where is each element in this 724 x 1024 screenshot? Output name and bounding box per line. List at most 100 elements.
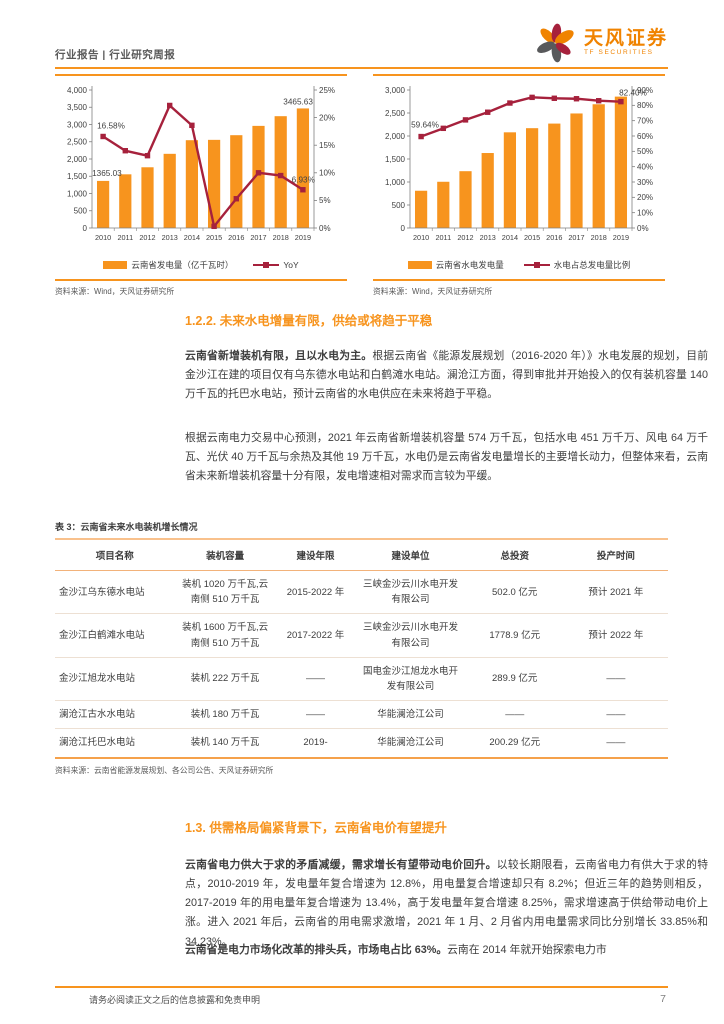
table-cell: —— xyxy=(465,700,564,729)
svg-text:3465.63: 3465.63 xyxy=(283,97,313,106)
svg-text:2011: 2011 xyxy=(435,233,451,242)
svg-text:2017: 2017 xyxy=(250,233,266,242)
table-cell: 1778.9 亿元 xyxy=(465,613,564,658)
brand-logo: 天风证券 TF SECURITIES xyxy=(534,22,668,64)
legend-label: YoY xyxy=(283,260,299,270)
line-legend-swatch xyxy=(523,261,550,268)
hydro-share-chart: 0 500 1,000 1,500 2,000 2,500 3,000 0% 10% 20% 30%… xyxy=(385,86,653,242)
table-cell: 装机 222 万千瓦 xyxy=(174,656,276,701)
table-cell: 2019- xyxy=(275,728,356,758)
bar-legend-swatch xyxy=(407,261,432,269)
svg-text:2018: 2018 xyxy=(273,233,289,242)
svg-text:3,500: 3,500 xyxy=(67,103,88,112)
svg-text:2013: 2013 xyxy=(162,233,178,242)
table-cell: 装机 1020 万千瓦,云南侧 510 万千瓦 xyxy=(182,579,269,606)
paragraph: 云南省是电力市场化改革的排头兵，市场电占比 63%。云南在 2014 年就开始探… xyxy=(185,941,708,960)
paragraph-lead: 云南省是电力市场化改革的排头兵，市场电占比 63%。 xyxy=(185,943,448,956)
table-cell: 国电金沙江旭龙水电开发有限公司 xyxy=(355,656,466,701)
figure-hydro-share: 0 500 1,000 1,500 2,000 2,500 3,000 0% 10% 20% 30%… xyxy=(373,74,665,297)
svg-text:2018: 2018 xyxy=(591,233,607,242)
brand-subtitle: TF SECURITIES xyxy=(583,49,654,57)
svg-text:2019: 2019 xyxy=(295,233,311,242)
tf-securities-flower-icon xyxy=(537,23,574,63)
paragraph-text: 云南在 2014 年就开始探索电力市 xyxy=(447,943,607,956)
charts-row: 0 500 1,000 1,500 2,000 2,500 3,000 3,500 4,000 0… xyxy=(55,74,665,297)
section-heading-122: 1.2.2. 未来水电增量有限，供给或将趋于平稳 xyxy=(185,314,433,328)
paragraph-text: 根据云南省《能源发展规划（2016-2020 年）》水电发展的规划，目前金沙江在… xyxy=(185,349,709,401)
line-legend-swatch xyxy=(253,261,280,268)
paragraph: 根据云南电力交易中心预测，2021 年云南省新增装机容量 574 万千瓦，包括水… xyxy=(185,429,708,487)
svg-text:1,500: 1,500 xyxy=(385,155,406,164)
svg-text:3,000: 3,000 xyxy=(67,120,88,129)
table-row: 金沙江白鹤滩水电站 装机 1600 万千瓦,云南侧 510 万千瓦 2017-202… xyxy=(55,613,668,658)
table-cell: 澜沧江古水水电站 xyxy=(55,700,175,729)
table-cell: 289.9 亿元 xyxy=(465,656,564,701)
table-cell: 502.0 亿元 xyxy=(492,586,538,598)
svg-text:2012: 2012 xyxy=(139,233,155,242)
table-cell: 预计 2021 年 xyxy=(588,586,644,598)
table-caption: 表 3：云南省未来水电装机增长情况 xyxy=(55,522,198,532)
svg-text:2019: 2019 xyxy=(613,233,629,242)
generation-yoy-chart: 0 500 1,000 1,500 2,000 2,500 3,000 3,500 4,000 0… xyxy=(67,86,335,242)
svg-text:2,000: 2,000 xyxy=(385,132,406,141)
table-cell: 金沙江旭龙水电站 xyxy=(55,656,175,701)
table-cell: 2017-2022 年 xyxy=(275,613,356,658)
footer-rule xyxy=(55,986,668,988)
table-header-cell: 建设年限 xyxy=(275,539,356,571)
svg-text:1,000: 1,000 xyxy=(385,178,406,187)
table-header-cell: 总投资 xyxy=(465,539,564,571)
table-cell: 装机 140 万千瓦 xyxy=(174,728,276,758)
brand-name: 天风证券 xyxy=(583,28,668,50)
figure-source: 资料来源：Wind，天风证券研究所 xyxy=(373,287,493,296)
table-cell: 预计 2022 年 xyxy=(563,613,668,658)
svg-text:2,000: 2,000 xyxy=(67,155,88,164)
svg-text:0%: 0% xyxy=(637,224,649,233)
table-cell: —— xyxy=(275,700,356,729)
table-header-cell: 项目名称 xyxy=(55,539,175,571)
svg-text:0%: 0% xyxy=(319,224,331,233)
bar-legend-swatch xyxy=(103,261,128,269)
table-cell: —— xyxy=(563,728,668,758)
svg-text:20%: 20% xyxy=(637,193,653,202)
svg-text:70%: 70% xyxy=(637,116,653,125)
figure-generation-yoy: 0 500 1,000 1,500 2,000 2,500 3,000 3,500 4,000 0… xyxy=(55,74,347,297)
table-cell: —— xyxy=(275,656,356,701)
svg-text:2013: 2013 xyxy=(480,233,496,242)
legend-label: 云南省水电发电量 xyxy=(435,260,504,270)
table-cell: 金沙江白鹤滩水电站 xyxy=(55,613,175,658)
chart-legend: 云南省发电量（亿千瓦时） YoY xyxy=(55,259,347,271)
paragraph-text: 根据云南电力交易中心预测，2021 年云南省新增装机容量 574 万千瓦，包括水… xyxy=(185,431,708,483)
table-cell: 澜沧江托巴水电站 xyxy=(55,728,175,758)
table-cell: —— xyxy=(563,656,668,701)
svg-text:80%: 80% xyxy=(637,101,653,110)
table-source: 资料来源：云南省能源发展规划、各公司公告、天风证券研究所 xyxy=(55,765,274,775)
legend-label: 水电占总发电量比例 xyxy=(553,260,631,270)
svg-text:2016: 2016 xyxy=(546,233,562,242)
table-row: 澜沧江古水水电站 装机 180 万千瓦 —— 华能澜沧江公司 —— —— xyxy=(55,700,668,729)
svg-text:2015: 2015 xyxy=(524,233,540,242)
table-row: 金沙江旭龙水电站 装机 222 万千瓦 —— 国电金沙江旭龙水电开发有限公司 289.9… xyxy=(55,656,668,701)
table-cell: 三峡金沙云川水电开发有限公司 xyxy=(355,613,466,658)
figure-source: 资料来源：Wind，天风证券研究所 xyxy=(55,287,175,296)
table-header-cell: 投产时间 xyxy=(563,539,668,571)
svg-text:3,000: 3,000 xyxy=(385,86,406,95)
paragraph-text: 以较长期限看，云南省电力有供大于求的特点，2010-2019 年，发电量年复合增… xyxy=(185,858,709,948)
paragraph: 云南省新增装机有限，且以水电为主。根据云南省《能源发展规划（2016-2020 … xyxy=(185,347,708,405)
svg-text:1,000: 1,000 xyxy=(67,189,88,198)
svg-text:25%: 25% xyxy=(319,86,335,95)
legend-label: 云南省发电量（亿千瓦时） xyxy=(131,260,234,270)
svg-text:90%: 90% xyxy=(637,86,653,95)
svg-text:500: 500 xyxy=(74,207,88,216)
table-row: 澜沧江托巴水电站 装机 140 万千瓦 2019- 华能澜沧江公司 200.29 亿元 —… xyxy=(55,728,668,758)
table-header-cell: 装机容量 xyxy=(174,539,276,571)
svg-text:2014: 2014 xyxy=(184,233,200,242)
table-header-cell: 建设单位 xyxy=(355,539,466,571)
svg-text:2015: 2015 xyxy=(206,233,222,242)
svg-text:5%: 5% xyxy=(319,196,331,205)
page-number: 7 xyxy=(660,993,666,1005)
table-cell: 装机 1600 万千瓦,云南侧 510 万千瓦 xyxy=(174,613,276,658)
svg-text:2016: 2016 xyxy=(228,233,244,242)
svg-text:15%: 15% xyxy=(319,141,335,150)
svg-text:2014: 2014 xyxy=(502,233,518,242)
